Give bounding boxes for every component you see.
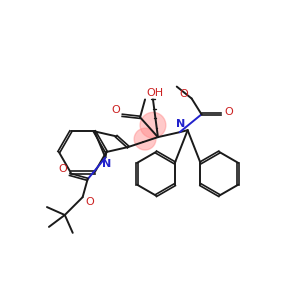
Text: OH: OH	[146, 88, 164, 98]
Circle shape	[134, 128, 156, 150]
Text: O: O	[111, 105, 120, 116]
Text: O: O	[179, 88, 188, 98]
Text: N: N	[102, 160, 111, 170]
Text: O: O	[85, 197, 94, 207]
Text: N: N	[176, 119, 185, 129]
Text: O: O	[224, 107, 233, 117]
Text: O: O	[58, 164, 67, 174]
Circle shape	[140, 112, 166, 138]
